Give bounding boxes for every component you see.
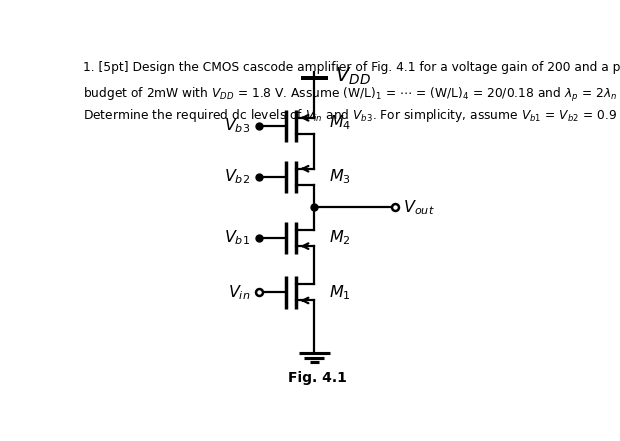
Text: $V_{in}$: $V_{in}$ (228, 283, 250, 302)
Text: Determine the required dc levels of $V_{in}$ and $V_{b3}$. For simplicity, assum: Determine the required dc levels of $V_{… (83, 107, 620, 124)
Text: $M_3$: $M_3$ (329, 168, 351, 186)
Text: $V_{b3}$: $V_{b3}$ (224, 116, 250, 135)
Text: 1. [5pt] Design the CMOS cascode amplifier of Fig. 4.1 for a voltage gain of 200: 1. [5pt] Design the CMOS cascode amplifi… (83, 61, 620, 75)
Text: $M_1$: $M_1$ (329, 283, 350, 302)
Text: Fig. 4.1: Fig. 4.1 (288, 371, 347, 385)
Text: $\mathbf{\it{V}}_{out}$: $\mathbf{\it{V}}_{out}$ (403, 198, 435, 217)
Text: $V_{b2}$: $V_{b2}$ (224, 168, 250, 186)
Text: $V_{b1}$: $V_{b1}$ (224, 228, 250, 247)
Text: $\mathbf{\it{V}}_{DD}$: $\mathbf{\it{V}}_{DD}$ (335, 66, 371, 87)
Text: budget of 2mW with $V_{DD}$ = 1.8 V. Assume (W/L)$_1$ = $\cdots$ = (W/L)$_4$ = 2: budget of 2mW with $V_{DD}$ = 1.8 V. Ass… (83, 84, 620, 105)
Text: $M_4$: $M_4$ (329, 113, 351, 132)
Text: $M_2$: $M_2$ (329, 228, 350, 247)
